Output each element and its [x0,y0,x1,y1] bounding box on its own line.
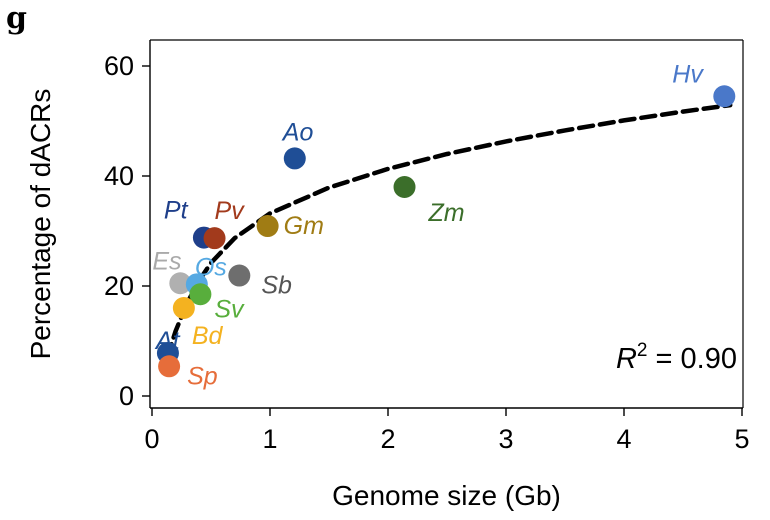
point-label-ao: Ao [281,118,314,146]
y-tick-label: 0 [119,381,134,411]
r2-superscript: 2 [637,340,648,361]
panel-label: g [6,1,27,36]
point-label-sv: Sv [214,295,245,323]
point-label-sb: Sb [261,272,292,300]
x-tick-label: 2 [380,424,395,454]
point-label-gm: Gm [284,212,324,240]
point-hv [713,85,736,108]
r2-value: = 0.90 [648,343,738,375]
x-axis-title: Genome size (Gb) [332,480,561,511]
point-zm [393,176,416,198]
point-label-zm: Zm [428,199,465,227]
r-squared-annotation: R2 = 0.90 [616,340,737,375]
fit-curve-layer [165,102,733,360]
point-label-sp: Sp [187,362,218,390]
r2-symbol: R [616,343,637,375]
point-label-os: Os [195,253,227,281]
data-points [156,85,736,378]
point-pv [203,227,226,250]
point-gm [256,215,279,238]
point-label-es: Es [152,247,181,275]
y-tick-label: 40 [104,161,134,191]
y-tick-label: 60 [104,51,134,81]
point-label-bd: Bd [192,322,224,350]
point-es [169,272,192,295]
x-tick-label: 1 [262,424,277,454]
x-tick-label: 0 [144,424,159,454]
y-axis-title: Percentage of dACRs [25,89,56,360]
point-ao [283,147,306,170]
point-label-hv: Hv [672,60,704,88]
x-tick-label: 3 [498,424,513,454]
fit-curve-line [165,102,733,360]
point-label-pt: Pt [164,197,189,225]
point-sp [158,355,181,378]
x-tick-label: 4 [616,424,631,454]
point-label-at: At [154,327,181,355]
axes: 0 20 40 60 0 1 2 3 4 5 Genome size (Gb) Percentage … [25,39,750,511]
y-tick-label: 20 [104,271,134,301]
point-bd [172,297,195,319]
point-sv [189,283,212,306]
point-sb [228,264,251,287]
point-label-pv: Pv [215,197,246,225]
x-tick-label: 5 [734,424,749,454]
